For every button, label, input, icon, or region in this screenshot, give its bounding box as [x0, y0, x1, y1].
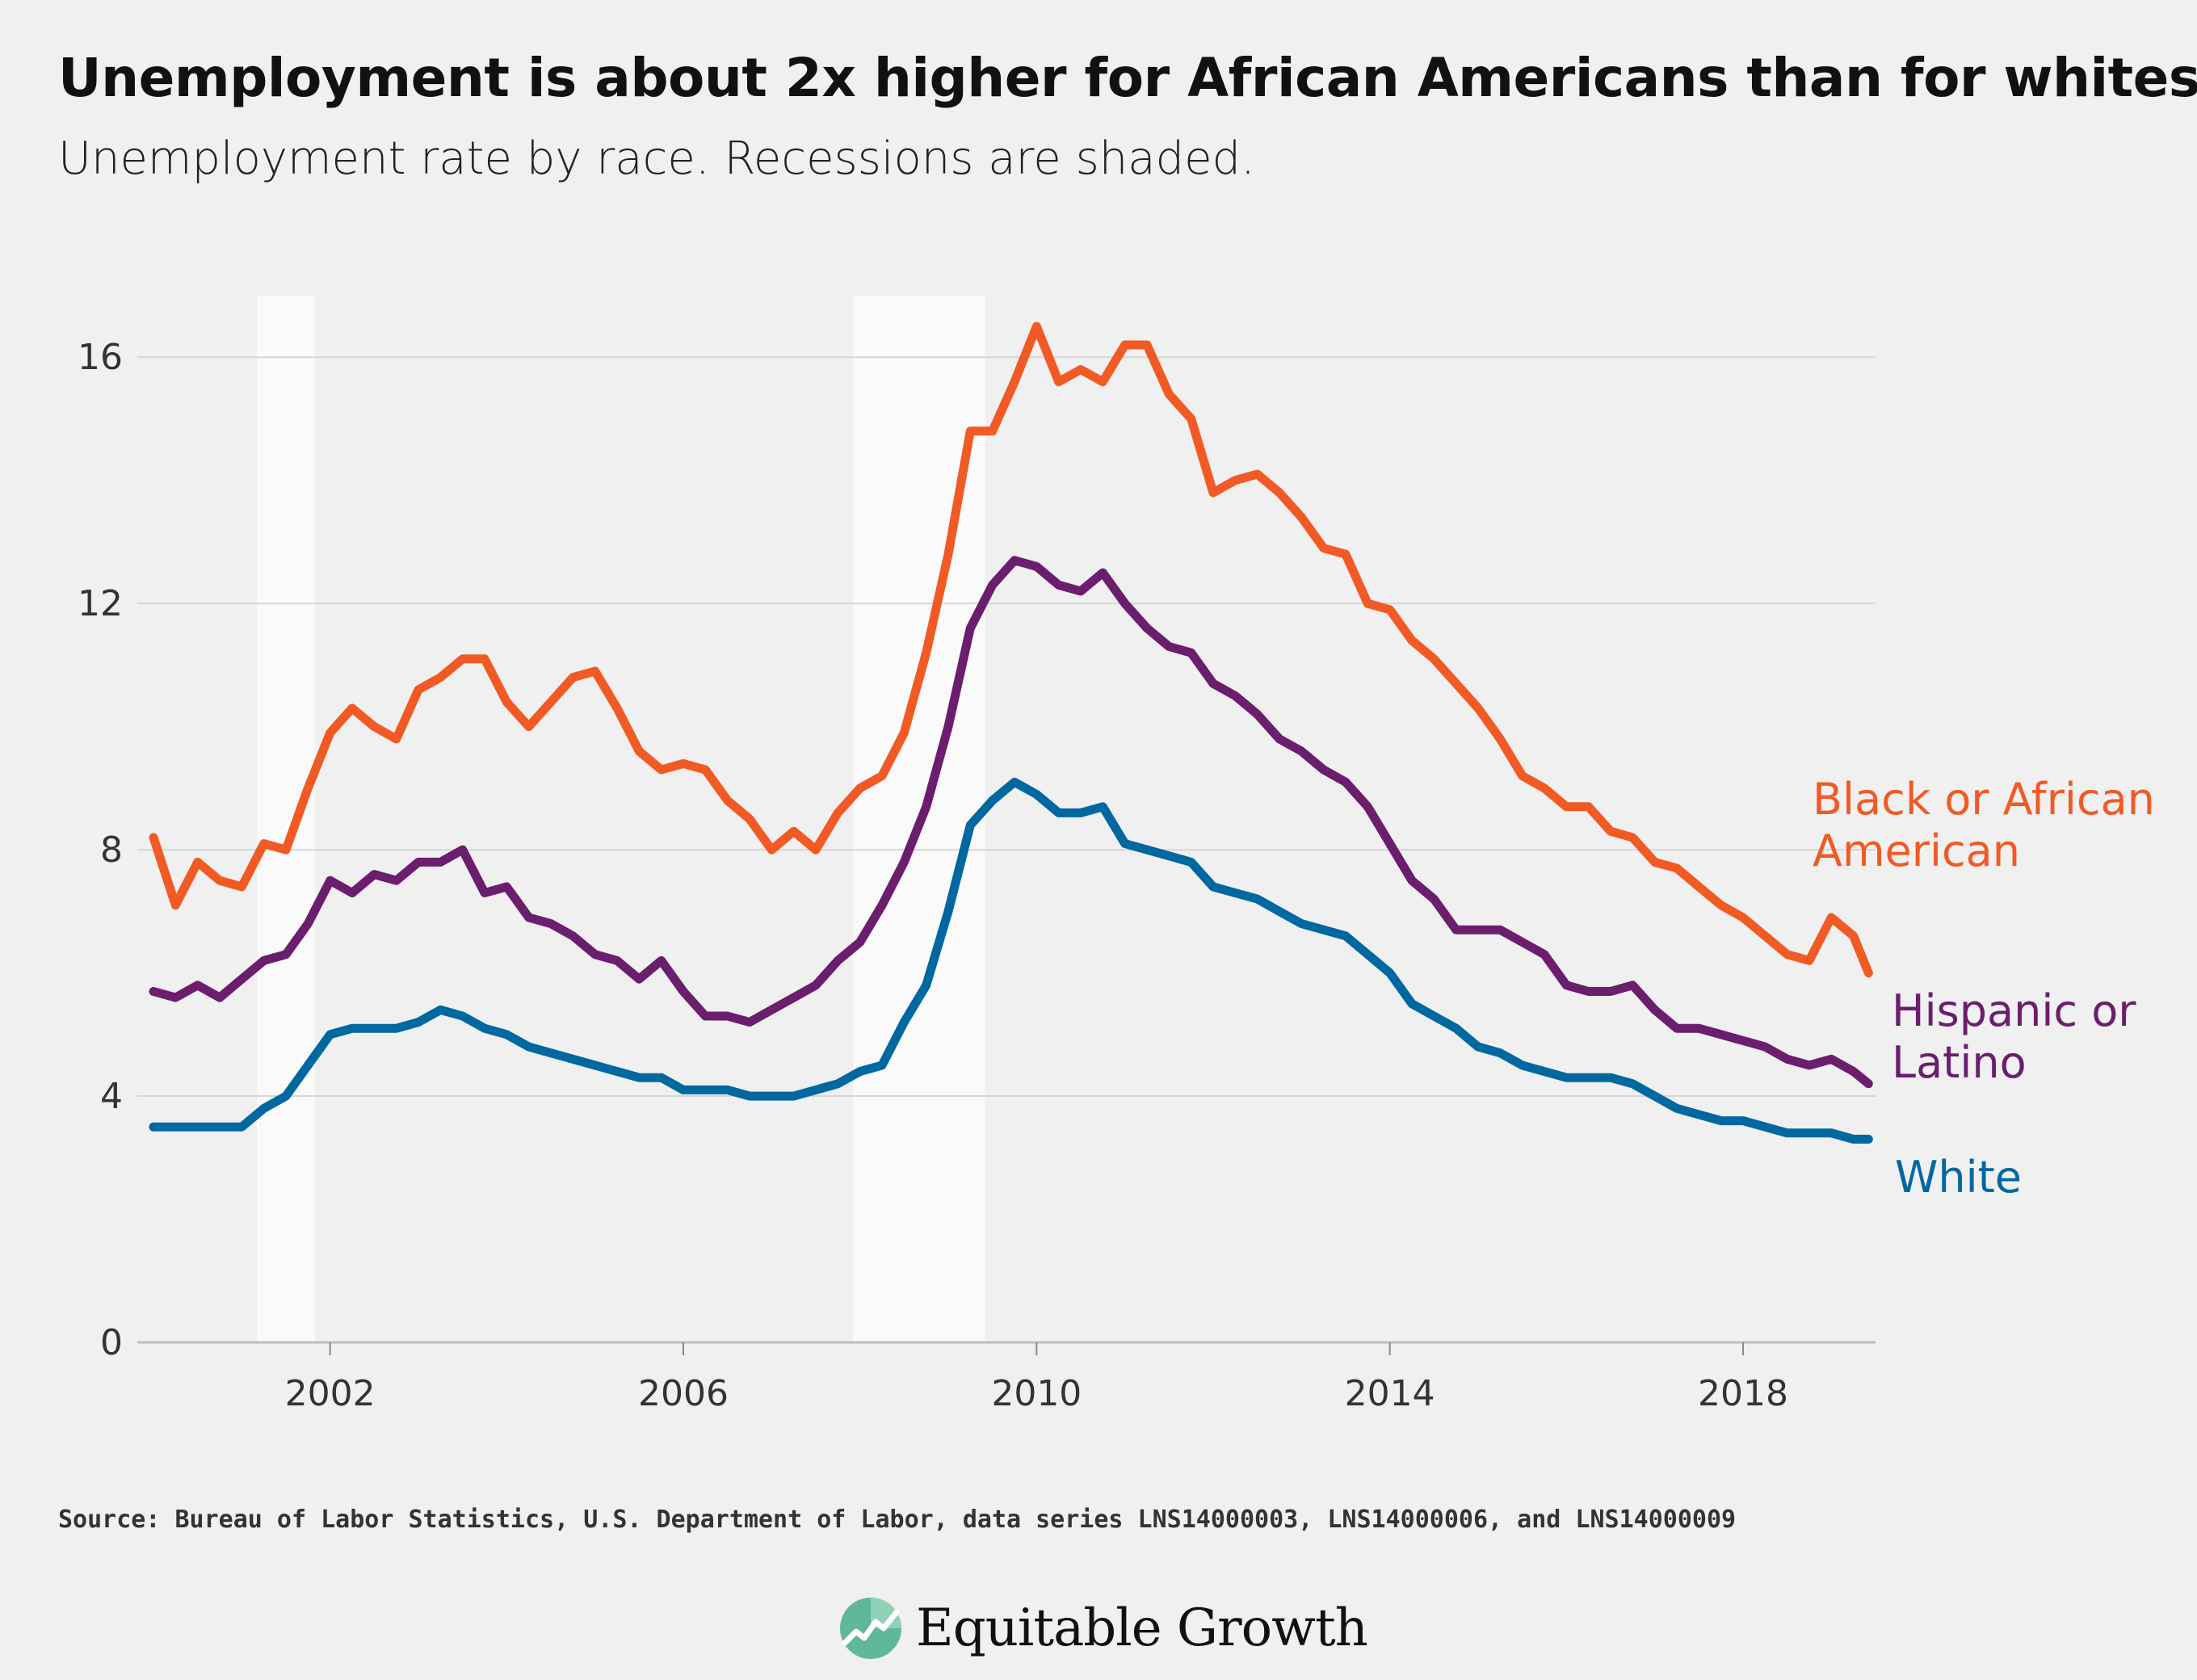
series-label-line: Hispanic or: [1892, 985, 2136, 1036]
y-axis: 0 4 8 12 16: [78, 337, 123, 1363]
series-label-line: Black or African: [1813, 774, 2155, 825]
series-label-line: White: [1895, 1152, 2022, 1203]
x-axis: 2002 2006 2010 2014 2018: [285, 1342, 1788, 1414]
y-tick-label: 0: [100, 1322, 123, 1363]
y-tick-label: 16: [78, 337, 123, 378]
series-label-white: White: [1895, 1152, 2022, 1203]
chart-title: Unemployment is about 2x higher for Afri…: [58, 47, 2197, 109]
series-line-black-or-african-american: [149, 321, 1873, 978]
series-label-line: Latino: [1892, 1037, 2027, 1088]
x-tick-label: 2014: [1345, 1373, 1435, 1414]
series-label-line: American: [1813, 825, 2020, 876]
y-tick-label: 4: [100, 1076, 123, 1117]
source-note: Source: Bureau of Labor Statistics, U.S.…: [58, 1506, 1737, 1534]
x-tick-label: 2002: [285, 1373, 376, 1414]
series-labels: Black or African American Hispanic or Latin…: [1813, 774, 2155, 1203]
y-gridlines: [137, 356, 1876, 1344]
series-line-hispanic-or-latino: [149, 556, 1873, 1089]
brand-logo: Equitable Growth: [837, 1588, 1368, 1669]
brand-name: Equitable Growth: [916, 1598, 1368, 1658]
y-tick-label: 8: [100, 830, 123, 871]
recession-band-1: [256, 296, 316, 1342]
series-label-black-or-african-american: Black or African American: [1813, 774, 2155, 876]
x-tick-label: 2010: [991, 1373, 1082, 1414]
y-tick-label: 12: [78, 583, 123, 624]
x-tick-label: 2018: [1698, 1373, 1788, 1414]
recession-bands: [256, 296, 985, 1342]
chart-subtitle: Unemployment rate by race. Recessions ar…: [58, 132, 1255, 185]
x-tick-label: 2006: [638, 1373, 729, 1414]
series-label-hispanic-or-latino: Hispanic or Latino: [1892, 985, 2136, 1088]
series-lines: [149, 321, 1873, 1144]
growth-chart-logo-icon: [840, 1598, 901, 1659]
series-line-white: [149, 777, 1873, 1144]
line-chart: 0 4 8 12 16 2002 2006 2010 2014 2018 Black or Af…: [78, 296, 2155, 1414]
